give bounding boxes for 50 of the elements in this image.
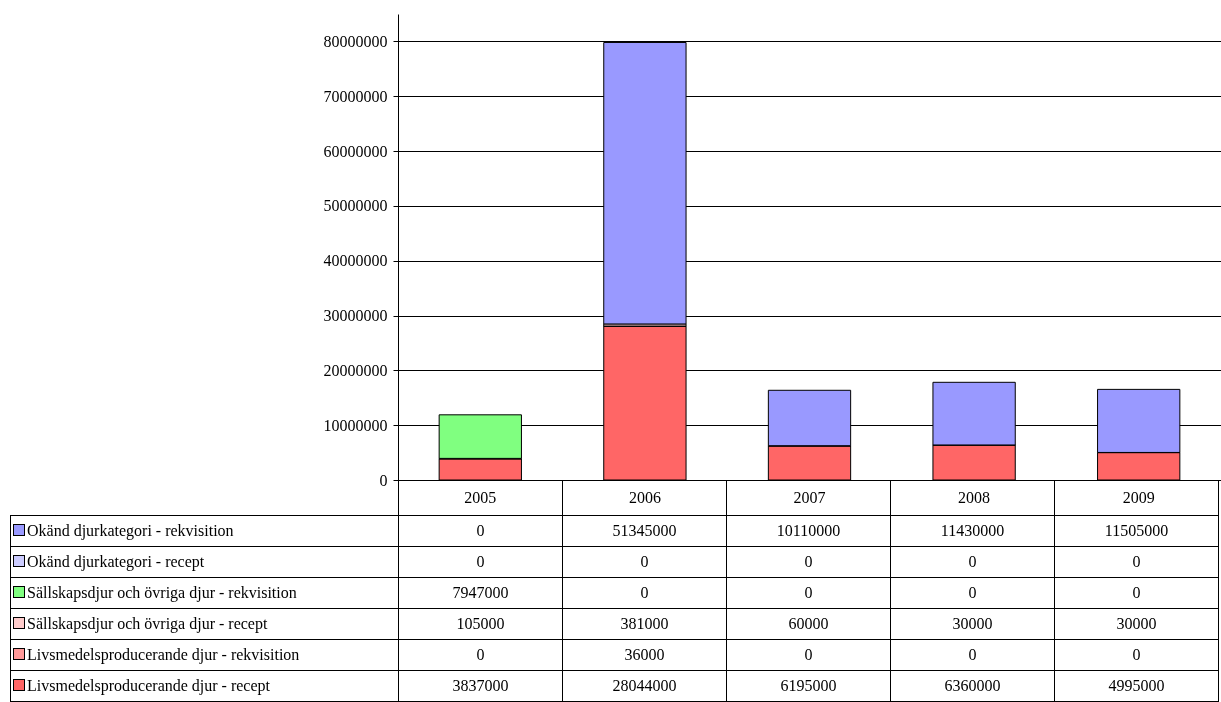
data-label: 0: [398, 515, 563, 547]
data-label: 11430000: [890, 515, 1055, 547]
y-tick-label: 80000000: [323, 32, 388, 50]
data-label: 6360000: [890, 670, 1055, 702]
data-label: 105000: [398, 608, 563, 640]
data-label: 0: [726, 639, 891, 671]
data-label: 0: [398, 639, 563, 671]
data-label: 51345000: [562, 515, 727, 547]
legend-label: Sällskapsdjur och övriga djur - rekvisition: [10, 577, 399, 609]
legend-label: Okänd djurkategori - rekvisition: [10, 515, 399, 547]
legend-label: Okänd djurkategori - recept: [10, 546, 399, 578]
y-tick-label: 20000000: [323, 361, 388, 379]
x-tick-label: 2008: [958, 488, 991, 506]
x-tick-label: 2007: [793, 488, 826, 506]
data-label: 381000: [562, 608, 727, 640]
data-label: 60000: [726, 608, 891, 640]
x-tick-label: 2005: [464, 488, 497, 506]
legend-label: Livsmedelsproducerande djur - recept: [10, 670, 399, 702]
data-label: 11505000: [1054, 515, 1219, 547]
data-label: 28044000: [562, 670, 727, 702]
y-tick-label: 50000000: [323, 197, 388, 215]
y-tick-label: 70000000: [323, 87, 388, 105]
y-tick-label: 40000000: [323, 252, 388, 270]
legend-label: Livsmedelsproducerande djur - rekvisition: [10, 639, 399, 671]
data-label: 30000: [890, 608, 1055, 640]
legend-label: Sällskapsdjur och övriga djur - recept: [10, 608, 399, 640]
y-tick-label: 60000000: [323, 142, 388, 160]
data-label: 0: [1054, 546, 1219, 578]
data-label: 0: [890, 639, 1055, 671]
data-label: 6195000: [726, 670, 891, 702]
data-label: 0: [726, 577, 891, 609]
data-label: 0: [890, 546, 1055, 578]
data-label: 0: [398, 546, 563, 578]
data-label: 0: [1054, 577, 1219, 609]
data-label: 10110000: [726, 515, 891, 547]
data-label: 0: [726, 546, 891, 578]
x-tick-label: 2006: [628, 488, 661, 506]
data-label: 7947000: [398, 577, 563, 609]
data-label: 0: [562, 577, 727, 609]
y-tick-label: 0: [379, 471, 388, 489]
data-label: 30000: [1054, 608, 1219, 640]
data-label: 0: [1054, 639, 1219, 671]
data-label: 36000: [562, 639, 727, 671]
y-tick-label: 30000000: [323, 307, 388, 325]
data-label: 4995000: [1054, 670, 1219, 702]
y-tick-label: 10000000: [323, 416, 388, 434]
data-label: 3837000: [398, 670, 563, 702]
data-label: 0: [890, 577, 1055, 609]
x-tick-label: 2009: [1122, 488, 1155, 506]
data-label: 0: [562, 546, 727, 578]
